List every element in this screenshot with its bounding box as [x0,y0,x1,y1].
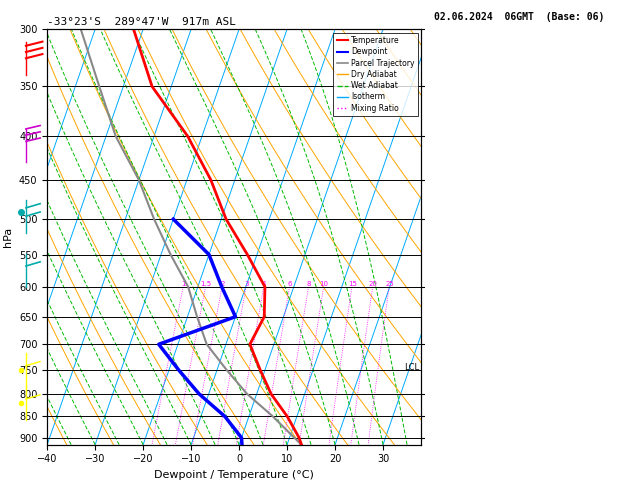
Text: θₑ (K): θₑ (K) [429,355,463,364]
Text: 306: 306 [608,283,625,292]
Text: 6: 6 [288,281,292,287]
Text: Lifted Index: Lifted Index [429,366,498,376]
Text: 0: 0 [619,389,625,399]
Text: Pressure (mb): Pressure (mb) [429,344,503,353]
Text: 335°: 335° [602,443,625,451]
Text: CIN (J): CIN (J) [429,317,469,326]
Text: 1.01: 1.01 [602,233,625,242]
Bar [426,246,627,329]
Text: -33°23'S  289°47'W  917m ASL: -33°23'S 289°47'W 917m ASL [47,17,236,27]
Text: 0: 0 [619,306,625,314]
Text: LCL: LCL [404,363,419,372]
Y-axis label: hPa: hPa [3,227,13,247]
Text: CIN (J): CIN (J) [429,389,469,399]
Text: Surface: Surface [507,247,547,257]
Text: kt: kt [434,10,443,20]
Text: 4: 4 [262,281,267,287]
X-axis label: Dewpoint / Temperature (°C): Dewpoint / Temperature (°C) [154,470,314,480]
Text: -21: -21 [608,430,625,439]
Text: © weatheronline.co.uk: © weatheronline.co.uk [474,473,579,482]
Text: 15: 15 [613,455,625,464]
Text: Temp (°C): Temp (°C) [429,260,481,269]
Text: 20: 20 [369,281,377,287]
Text: 1.5: 1.5 [201,281,212,287]
Text: 1: 1 [182,281,186,287]
Text: Hodograph: Hodograph [501,403,553,413]
Y-axis label: Mixing Ratio (g/kg): Mixing Ratio (g/kg) [500,194,509,280]
Text: 0.6: 0.6 [608,271,625,280]
Bar [426,197,627,244]
Text: CAPE (J): CAPE (J) [429,306,475,314]
Text: θₑ(K): θₑ(K) [429,283,457,292]
Text: 10: 10 [320,281,328,287]
Text: 0: 0 [619,378,625,387]
Text: Lifted Index: Lifted Index [429,294,498,303]
Text: SREH: SREH [429,430,452,439]
Text: 13: 13 [613,260,625,269]
Text: 2: 2 [220,281,225,287]
Text: CAPE (J): CAPE (J) [429,378,475,387]
Text: StmSpd (kt): StmSpd (kt) [429,455,492,464]
Text: StmDir: StmDir [429,443,463,451]
Text: 25: 25 [385,281,394,287]
Legend: Temperature, Dewpoint, Parcel Trajectory, Dry Adiabat, Wet Adiabat, Isotherm, Mi: Temperature, Dewpoint, Parcel Trajectory… [333,33,418,116]
Bar [426,402,627,467]
Text: 650: 650 [608,344,625,353]
Text: 10: 10 [613,294,625,303]
Text: km
ASL: km ASL [442,5,460,25]
Text: K: K [429,206,435,215]
Text: 8: 8 [307,281,311,287]
Bar [426,330,627,400]
Text: 15: 15 [348,281,357,287]
Text: 7: 7 [619,366,625,376]
Text: Most Unstable: Most Unstable [489,331,564,340]
Text: Totals Totals: Totals Totals [429,220,503,228]
Text: EH: EH [429,417,440,427]
Text: Dewp (°C): Dewp (°C) [429,271,481,280]
Text: PW (cm): PW (cm) [429,233,469,242]
Text: 314: 314 [608,355,625,364]
Text: 02.06.2024  06GMT  (Base: 06): 02.06.2024 06GMT (Base: 06) [434,12,604,22]
Text: 38: 38 [613,220,625,228]
Text: 0: 0 [619,317,625,326]
Text: -0: -0 [613,206,625,215]
Text: 3: 3 [244,281,249,287]
Text: -49: -49 [608,417,625,427]
